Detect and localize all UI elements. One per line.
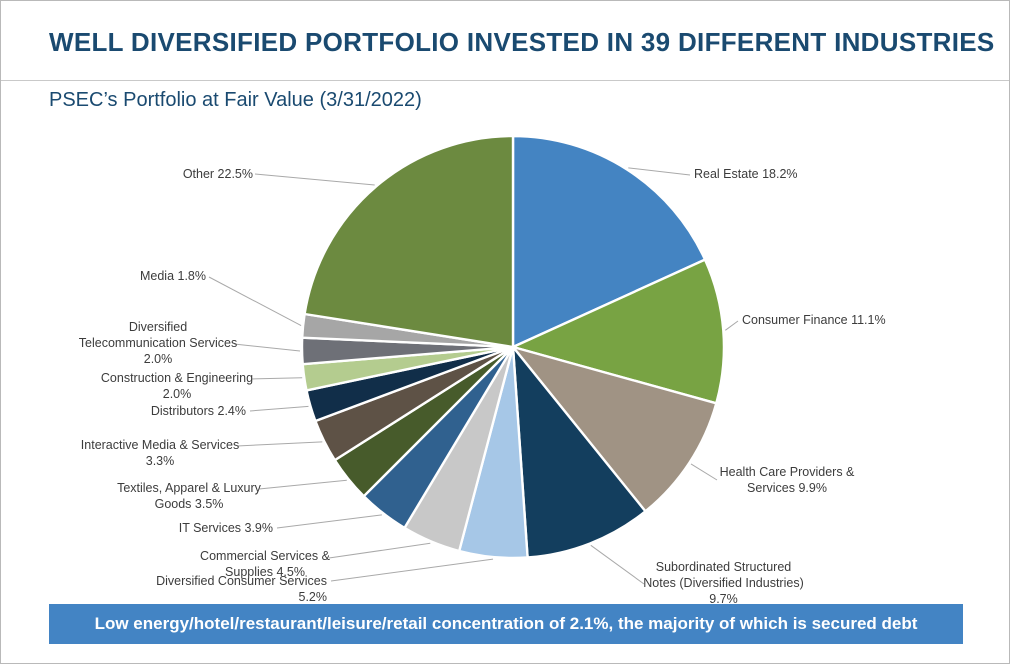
leader-line-construction-engineering [250,377,303,380]
chart-subtitle: PSEC’s Portfolio at Fair Value (3/31/202… [49,89,422,111]
leader-line-other [254,173,375,186]
pie-slice-real-estate[interactable] [511,134,707,349]
pie-slice-other[interactable] [303,134,515,349]
leader-line-media [208,276,302,327]
leader-line-consumer-finance [725,320,739,331]
leader-line-diversified-telecommunication-services [233,343,301,352]
pie-slice-health-care-providers-services[interactable] [511,345,718,513]
pie-slice-consumer-finance[interactable] [511,258,726,405]
page-title: WELL DIVERSIFIED PORTFOLIO INVESTED IN 3… [49,27,995,57]
leader-line-interactive-media-services [236,441,323,447]
leader-line-subordinated-structured-notes-diversified-industries [590,544,645,585]
leader-line-real-estate [628,167,691,176]
leader-line-textiles-apparel-luxury-goods [258,479,347,490]
leader-line-health-care-providers-services [690,463,718,481]
leader-line-diversified-consumer-services [330,558,494,582]
leader-line-distributors [249,405,309,412]
leader-line-it-services [276,514,382,529]
banner: Low energy/hotel/restaurant/leisure/reta… [49,604,963,644]
leader-line-commercial-services-supplies [328,542,431,559]
header-divider [1,80,1009,81]
pie-slice-subordinated-structured-notes-diversified-industries[interactable] [511,345,647,559]
